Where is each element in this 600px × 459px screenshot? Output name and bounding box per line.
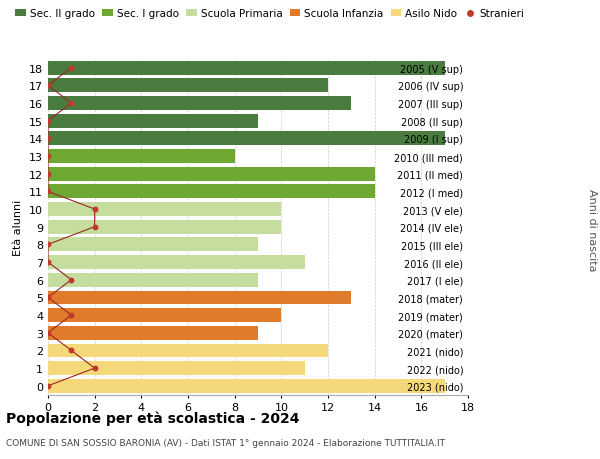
Point (67, 65, 76, 72)
Bar (48, 379, 445, 393)
Bar (48, 97, 352, 111)
Bar (48, 168, 374, 181)
Bar (48, 361, 305, 375)
Bar (48, 132, 445, 146)
Point (43, 294, 53, 302)
Point (90, 224, 100, 231)
Bar (48, 326, 258, 340)
Bar (48, 344, 328, 358)
Bar (48, 256, 305, 269)
Bar (48, 238, 258, 252)
Point (67, 347, 76, 354)
Bar (48, 220, 281, 234)
Point (67, 100, 76, 107)
Bar (48, 203, 281, 217)
Y-axis label: Età alunni: Età alunni (13, 199, 23, 255)
Bar (48, 308, 281, 322)
Point (43, 241, 53, 248)
Point (43, 153, 53, 160)
Point (43, 83, 53, 90)
Text: Anni di nascita: Anni di nascita (587, 188, 597, 271)
Bar (48, 79, 328, 93)
Point (67, 312, 76, 319)
Text: COMUNE DI SAN SOSSIO BARONIA (AV) - Dati ISTAT 1° gennaio 2024 - Elaborazione TU: COMUNE DI SAN SOSSIO BARONIA (AV) - Dati… (6, 438, 445, 448)
Bar (48, 114, 258, 128)
Bar (48, 150, 235, 163)
Text: Popolazione per età scolastica - 2024: Popolazione per età scolastica - 2024 (6, 411, 299, 425)
Point (43, 259, 53, 266)
Point (43, 382, 53, 390)
Point (43, 118, 53, 125)
Point (43, 188, 53, 196)
Point (90, 206, 100, 213)
Point (43, 330, 53, 337)
Point (43, 171, 53, 178)
Point (67, 276, 76, 284)
Bar (48, 185, 374, 199)
Bar (48, 62, 445, 75)
Point (90, 364, 100, 372)
Bar (48, 273, 258, 287)
Bar (48, 291, 352, 305)
Legend: Sec. II grado, Sec. I grado, Scuola Primaria, Scuola Infanzia, Asilo Nido, Stran: Sec. II grado, Sec. I grado, Scuola Prim… (11, 5, 529, 23)
Point (43, 135, 53, 143)
